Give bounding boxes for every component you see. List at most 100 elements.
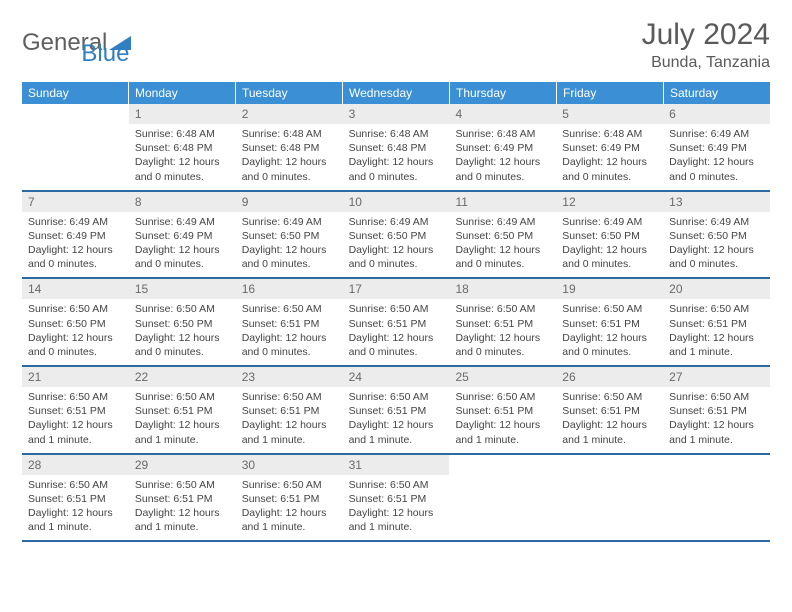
day-body: Sunrise: 6:49 AMSunset: 6:49 PMDaylight:… bbox=[22, 212, 129, 278]
day-cell: 2Sunrise: 6:48 AMSunset: 6:48 PMDaylight… bbox=[236, 104, 343, 190]
sunrise-text: Sunrise: 6:48 AM bbox=[562, 127, 657, 141]
daylight-text: Daylight: 12 hours and 0 minutes. bbox=[349, 155, 444, 183]
day-cell: 14Sunrise: 6:50 AMSunset: 6:50 PMDayligh… bbox=[22, 279, 129, 365]
day-number: 10 bbox=[343, 192, 450, 212]
day-cell: 12Sunrise: 6:49 AMSunset: 6:50 PMDayligh… bbox=[556, 192, 663, 278]
day-cell: 31Sunrise: 6:50 AMSunset: 6:51 PMDayligh… bbox=[343, 455, 450, 541]
sunset-text: Sunset: 6:49 PM bbox=[28, 229, 123, 243]
day-cell: 13Sunrise: 6:49 AMSunset: 6:50 PMDayligh… bbox=[663, 192, 770, 278]
day-cell: 22Sunrise: 6:50 AMSunset: 6:51 PMDayligh… bbox=[129, 367, 236, 453]
sunset-text: Sunset: 6:51 PM bbox=[669, 317, 764, 331]
day-body: Sunrise: 6:50 AMSunset: 6:51 PMDaylight:… bbox=[129, 475, 236, 541]
day-cell: 4Sunrise: 6:48 AMSunset: 6:49 PMDaylight… bbox=[449, 104, 556, 190]
daylight-text: Daylight: 12 hours and 0 minutes. bbox=[562, 155, 657, 183]
sunrise-text: Sunrise: 6:50 AM bbox=[562, 390, 657, 404]
day-cell: 5Sunrise: 6:48 AMSunset: 6:49 PMDaylight… bbox=[556, 104, 663, 190]
sunrise-text: Sunrise: 6:50 AM bbox=[669, 302, 764, 316]
daylight-text: Daylight: 12 hours and 0 minutes. bbox=[562, 243, 657, 271]
sunrise-text: Sunrise: 6:50 AM bbox=[349, 302, 444, 316]
sunset-text: Sunset: 6:51 PM bbox=[669, 404, 764, 418]
dow-header-cell: Friday bbox=[557, 82, 664, 104]
day-body: Sunrise: 6:49 AMSunset: 6:50 PMDaylight:… bbox=[663, 212, 770, 278]
daylight-text: Daylight: 12 hours and 0 minutes. bbox=[242, 243, 337, 271]
sunrise-text: Sunrise: 6:50 AM bbox=[135, 302, 230, 316]
daylight-text: Daylight: 12 hours and 0 minutes. bbox=[669, 243, 764, 271]
day-number: 21 bbox=[22, 367, 129, 387]
daylight-text: Daylight: 12 hours and 0 minutes. bbox=[349, 243, 444, 271]
daylight-text: Daylight: 12 hours and 1 minute. bbox=[135, 506, 230, 534]
day-body: Sunrise: 6:50 AMSunset: 6:51 PMDaylight:… bbox=[236, 387, 343, 453]
dow-header-row: SundayMondayTuesdayWednesdayThursdayFrid… bbox=[22, 82, 770, 104]
day-number bbox=[449, 455, 556, 475]
day-number: 12 bbox=[556, 192, 663, 212]
week-row: 28Sunrise: 6:50 AMSunset: 6:51 PMDayligh… bbox=[22, 455, 770, 543]
calendar: SundayMondayTuesdayWednesdayThursdayFrid… bbox=[22, 82, 770, 542]
sunset-text: Sunset: 6:51 PM bbox=[242, 404, 337, 418]
week-row: 21 Sunrise: 6:50 AMSunset: 6:51 PMDayligh… bbox=[22, 367, 770, 455]
week-row: 7Sunrise: 6:49 AMSunset: 6:49 PMDaylight… bbox=[22, 192, 770, 280]
day-number: 25 bbox=[449, 367, 556, 387]
day-body: Sunrise: 6:49 AMSunset: 6:49 PMDaylight:… bbox=[129, 212, 236, 278]
sunset-text: Sunset: 6:49 PM bbox=[135, 229, 230, 243]
day-cell: 23Sunrise: 6:50 AMSunset: 6:51 PMDayligh… bbox=[236, 367, 343, 453]
month-title: July 2024 bbox=[642, 18, 770, 52]
day-body: Sunrise: 6:49 AMSunset: 6:50 PMDaylight:… bbox=[449, 212, 556, 278]
day-cell bbox=[22, 104, 129, 190]
sunrise-text: Sunrise: 6:49 AM bbox=[242, 215, 337, 229]
day-cell: 28Sunrise: 6:50 AMSunset: 6:51 PMDayligh… bbox=[22, 455, 129, 541]
sunset-text: Sunset: 6:51 PM bbox=[135, 492, 230, 506]
day-body: Sunrise: 6:48 AMSunset: 6:48 PMDaylight:… bbox=[236, 124, 343, 190]
sunrise-text: Sunrise: 6:48 AM bbox=[349, 127, 444, 141]
sunset-text: Sunset: 6:51 PM bbox=[455, 317, 550, 331]
day-body: Sunrise: 6:49 AMSunset: 6:50 PMDaylight:… bbox=[236, 212, 343, 278]
day-body: Sunrise: 6:50 AMSunset: 6:51 PMDaylight:… bbox=[556, 387, 663, 453]
sunset-text: Sunset: 6:49 PM bbox=[562, 141, 657, 155]
day-number: 24 bbox=[343, 367, 450, 387]
sunrise-text: Sunrise: 6:50 AM bbox=[562, 302, 657, 316]
day-body: Sunrise: 6:50 AMSunset: 6:51 PMDaylight:… bbox=[449, 387, 556, 453]
daylight-text: Daylight: 12 hours and 0 minutes. bbox=[242, 155, 337, 183]
day-body: Sunrise: 6:48 AMSunset: 6:49 PMDaylight:… bbox=[449, 124, 556, 190]
day-number: 23 bbox=[236, 367, 343, 387]
sunset-text: Sunset: 6:49 PM bbox=[669, 141, 764, 155]
day-cell: 27Sunrise: 6:50 AMSunset: 6:51 PMDayligh… bbox=[663, 367, 770, 453]
sunrise-text: Sunrise: 6:50 AM bbox=[242, 478, 337, 492]
day-number: 29 bbox=[129, 455, 236, 475]
title-block: July 2024 Bunda, Tanzania bbox=[642, 18, 770, 72]
day-cell: 10 Sunrise: 6:49 AMSunset: 6:50 PMDayligh… bbox=[343, 192, 450, 278]
sunrise-text: Sunrise: 6:50 AM bbox=[669, 390, 764, 404]
day-number: 31 bbox=[343, 455, 450, 475]
day-number: 16 bbox=[236, 279, 343, 299]
dow-header-cell: Sunday bbox=[22, 82, 129, 104]
sunrise-text: Sunrise: 6:50 AM bbox=[28, 302, 123, 316]
day-cell: 30Sunrise: 6:50 AMSunset: 6:51 PMDayligh… bbox=[236, 455, 343, 541]
sunset-text: Sunset: 6:51 PM bbox=[242, 492, 337, 506]
day-cell: 18Sunrise: 6:50 AMSunset: 6:51 PMDayligh… bbox=[449, 279, 556, 365]
location-label: Bunda, Tanzania bbox=[642, 54, 770, 72]
day-body: Sunrise: 6:50 AMSunset: 6:51 PMDaylight:… bbox=[663, 299, 770, 365]
sunset-text: Sunset: 6:50 PM bbox=[669, 229, 764, 243]
daylight-text: Daylight: 12 hours and 0 minutes. bbox=[28, 243, 123, 271]
day-cell: 25Sunrise: 6:50 AMSunset: 6:51 PMDayligh… bbox=[449, 367, 556, 453]
day-cell: 6Sunrise: 6:49 AMSunset: 6:49 PMDaylight… bbox=[663, 104, 770, 190]
sunrise-text: Sunrise: 6:49 AM bbox=[455, 215, 550, 229]
sunset-text: Sunset: 6:51 PM bbox=[135, 404, 230, 418]
day-cell: 19Sunrise: 6:50 AMSunset: 6:51 PMDayligh… bbox=[556, 279, 663, 365]
week-row: 1Sunrise: 6:48 AMSunset: 6:48 PMDaylight… bbox=[22, 104, 770, 192]
dow-header-cell: Thursday bbox=[450, 82, 557, 104]
logo: General Blue bbox=[22, 18, 129, 68]
day-body: Sunrise: 6:49 AMSunset: 6:50 PMDaylight:… bbox=[556, 212, 663, 278]
day-body: Sunrise: 6:50 AMSunset: 6:50 PMDaylight:… bbox=[22, 299, 129, 365]
sunset-text: Sunset: 6:51 PM bbox=[28, 404, 123, 418]
day-body: Sunrise: 6:50 AMSunset: 6:51 PMDaylight:… bbox=[343, 387, 450, 453]
daylight-text: Daylight: 12 hours and 0 minutes. bbox=[669, 155, 764, 183]
sunrise-text: Sunrise: 6:49 AM bbox=[562, 215, 657, 229]
logo-word2: Blue bbox=[81, 40, 129, 68]
day-body: Sunrise: 6:48 AMSunset: 6:49 PMDaylight:… bbox=[556, 124, 663, 190]
sunrise-text: Sunrise: 6:49 AM bbox=[28, 215, 123, 229]
sunset-text: Sunset: 6:50 PM bbox=[349, 229, 444, 243]
day-cell: 17Sunrise: 6:50 AMSunset: 6:51 PMDayligh… bbox=[343, 279, 450, 365]
sunrise-text: Sunrise: 6:49 AM bbox=[349, 215, 444, 229]
sunset-text: Sunset: 6:50 PM bbox=[562, 229, 657, 243]
sunrise-text: Sunrise: 6:48 AM bbox=[455, 127, 550, 141]
